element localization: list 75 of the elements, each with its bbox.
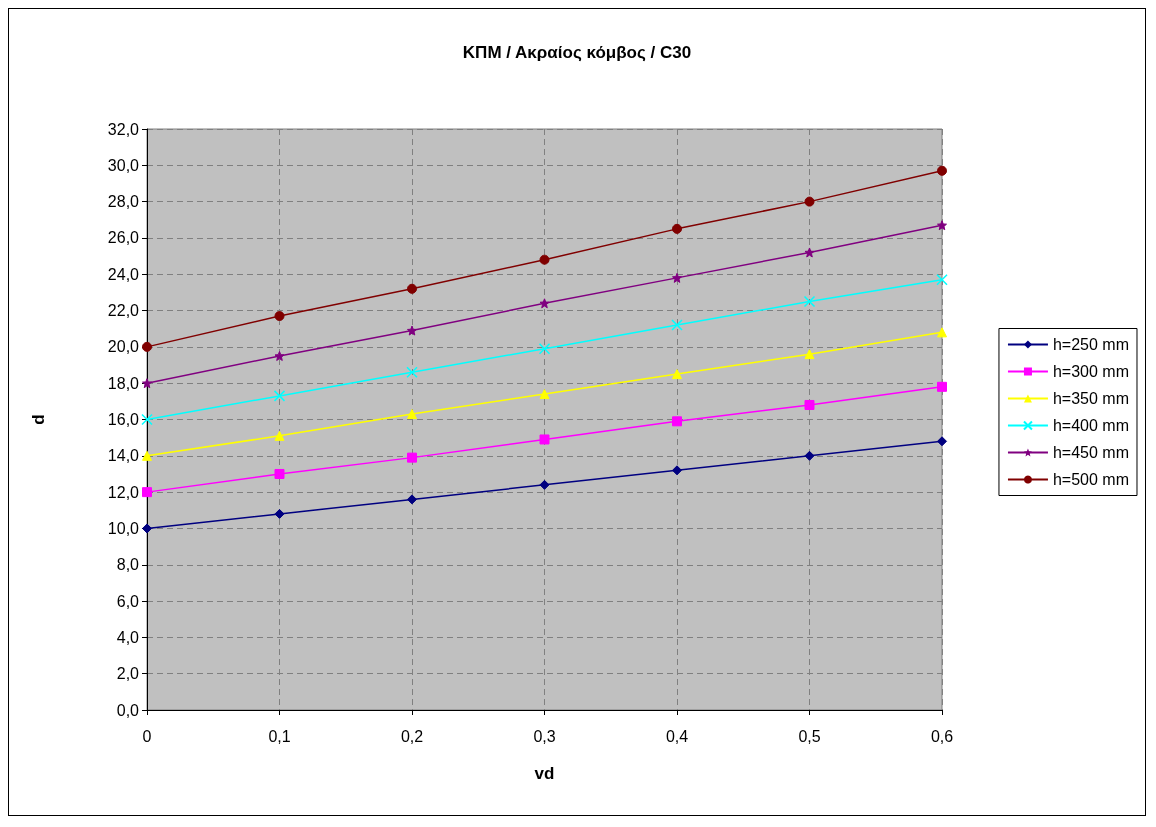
legend-label: h=450 mm [1052,444,1130,461]
point [141,413,153,426]
point [142,450,152,461]
x-tick-label: 0,3 [533,727,556,745]
point [804,247,815,258]
y-tick-label: 6,0 [116,592,140,610]
point [274,468,285,479]
point [273,390,286,402]
point [804,349,815,360]
point [274,311,285,322]
point [538,342,551,355]
x-tick-label: 0,4 [665,727,689,745]
x-axis-title: vd [534,764,555,783]
point [804,196,815,207]
point [672,465,682,476]
point [804,450,815,461]
point [407,494,417,505]
y-tick-label: 30,0 [107,156,140,174]
point [937,381,947,392]
point [936,273,948,286]
x-tick-label: 0,2 [400,727,424,745]
legend-label: h=250 mm [1052,336,1130,353]
point [407,409,417,420]
y-tick-label: 18,0 [107,374,140,392]
x-tick-label: 0 [142,727,152,745]
x-tick-label: 0,5 [798,727,821,745]
y-tick-label: 26,0 [107,229,140,247]
y-tick-label: 20,0 [107,338,140,356]
y-tick-label: 12,0 [107,483,140,501]
point [672,369,682,380]
point [937,436,947,447]
point [803,295,816,308]
y-tick-label: 14,0 [107,447,140,465]
point [937,220,947,231]
point [142,341,152,352]
point [274,350,285,361]
y-tick-label: 32,0 [107,120,140,138]
y-tick-label: 2,0 [116,665,140,683]
legend-label: h=300 mm [1052,363,1130,380]
point [937,165,947,176]
point [672,416,682,427]
point [539,298,550,309]
point [672,272,682,283]
point [142,487,152,498]
point [274,508,285,519]
y-tick-label: 24,0 [107,265,140,283]
point [539,389,550,400]
point [539,254,550,265]
y-tick-label: 22,0 [107,302,140,320]
point [407,283,417,294]
legend-label: h=350 mm [1052,390,1130,407]
legend-label: h=500 mm [1052,471,1130,488]
point [672,223,682,234]
point [804,399,815,410]
point [407,325,417,336]
point [539,434,550,445]
point [407,452,417,463]
x-tick-label: 0,6 [930,727,954,745]
y-tick-label: 16,0 [107,411,140,428]
y-tick-label: 0,0 [116,701,140,719]
y-axis-title: d [29,414,48,425]
point [142,523,152,534]
point [539,479,550,490]
x-tick-label: 0,1 [268,727,291,745]
y-tick-label: 4,0 [116,628,140,646]
point [671,319,683,331]
y-tick-label: 10,0 [107,519,140,537]
point [406,366,418,379]
legend-label: h=400 mm [1052,417,1130,434]
point [142,378,152,389]
y-tick-label: 8,0 [116,556,140,574]
y-tick-label: 28,0 [107,193,140,211]
point [937,327,947,338]
chart-title: ΚΠΜ / Ακραίος κόμβος / C30 [462,43,692,62]
point [274,430,285,441]
